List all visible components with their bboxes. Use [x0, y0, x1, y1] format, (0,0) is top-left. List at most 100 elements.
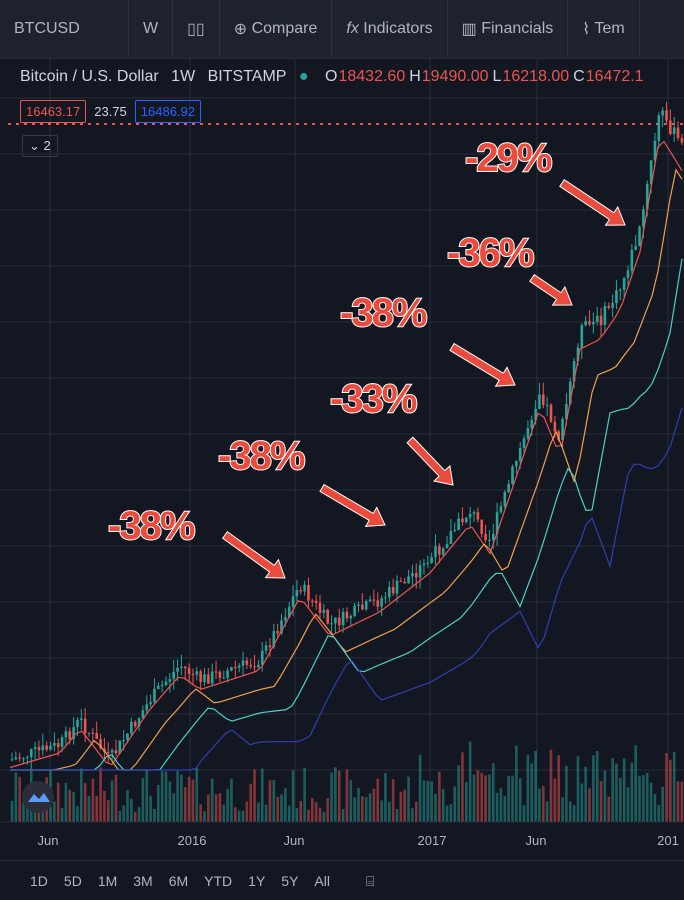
candle-body: [491, 533, 495, 540]
volume-bar: [391, 779, 395, 822]
candle-body: [168, 679, 172, 682]
x-tick-label: 2017: [418, 833, 447, 848]
volume-bar: [280, 794, 283, 822]
candle-body: [649, 160, 653, 184]
candle-body: [218, 671, 222, 678]
candle-body: [10, 759, 14, 761]
candle-body: [106, 751, 110, 753]
candle-body: [468, 513, 472, 518]
label: Compare: [251, 20, 318, 37]
financials-button[interactable]: ▥ Financials: [448, 0, 569, 58]
volume-bar: [199, 804, 202, 822]
timeframe-button[interactable]: 3M: [133, 873, 153, 889]
volume-bar: [291, 770, 295, 822]
candle-body: [357, 604, 360, 606]
timeframe-button[interactable]: All: [314, 873, 330, 889]
volume-bar: [572, 805, 576, 822]
symbol-button[interactable]: BTCUSD: [0, 0, 129, 58]
volume-bar: [595, 751, 599, 822]
candle-body: [368, 599, 372, 602]
volume-bar: [110, 780, 114, 822]
candle-body: [592, 322, 595, 325]
ohlc-value: 16218.00: [502, 68, 570, 85]
candle-body: [295, 590, 299, 597]
volume-bar: [222, 804, 226, 822]
candle-body: [314, 600, 318, 603]
volume-bar: [230, 778, 233, 822]
candle-body: [341, 611, 345, 626]
candle-body: [503, 491, 507, 507]
volume-bar: [318, 807, 322, 822]
volume-bar: [68, 789, 72, 822]
candle-body: [226, 670, 229, 678]
bid-price: 16463.17: [20, 100, 87, 123]
indicator-toggle[interactable]: ⌄ 2: [22, 135, 58, 157]
volume-bar: [584, 766, 587, 822]
candle-body: [253, 666, 256, 668]
arrow: [221, 531, 286, 579]
timeframe-button[interactable]: 1Y: [248, 873, 266, 889]
candle-body: [234, 667, 237, 669]
interval-button[interactable]: W: [129, 0, 174, 58]
volume-bar: [561, 797, 564, 822]
volume-bar: [353, 797, 356, 822]
volume-bar: [434, 793, 437, 822]
volume-bar: [453, 786, 457, 822]
volume-bar: [311, 798, 314, 822]
volume-bar: [388, 801, 391, 822]
volume-bar: [260, 768, 264, 822]
volume-bar: [380, 800, 383, 822]
volume-bar: [438, 771, 441, 822]
volume-bar: [515, 745, 518, 822]
timeframe-button[interactable]: YTD: [204, 873, 233, 889]
candle-body: [542, 394, 545, 405]
volume-bar: [426, 780, 430, 822]
timeframe-button[interactable]: 5Y: [281, 873, 299, 889]
volume-bar: [580, 783, 584, 822]
volume-bar: [176, 770, 179, 822]
volume-bar: [303, 768, 306, 822]
timeframe-button[interactable]: 1M: [97, 873, 118, 889]
candle-body: [480, 519, 483, 534]
volume-bar: [445, 805, 449, 822]
indicators-button[interactable]: fx Indicators: [332, 0, 448, 58]
ohlc-value: 19490.00: [421, 68, 489, 85]
candle-body: [418, 565, 422, 578]
icon: fx: [346, 20, 364, 37]
volume-bar: [538, 788, 541, 822]
volume-bar: [507, 775, 510, 822]
candle-body: [634, 246, 637, 250]
volume-bar: [503, 796, 507, 822]
volume-bar: [345, 769, 349, 822]
candle-body: [222, 677, 226, 679]
volume-bar: [249, 783, 252, 822]
candle-body: [68, 731, 72, 740]
timeframe-button[interactable]: 6M: [168, 873, 189, 889]
volume-bar: [653, 794, 657, 822]
timeframe-button[interactable]: 5D: [63, 873, 82, 889]
volume-bar: [557, 755, 560, 822]
candle-body: [411, 573, 414, 577]
volume-bar: [649, 782, 653, 822]
ohlc-label: H: [409, 68, 421, 85]
candle-body: [199, 671, 202, 683]
logo[interactable]: [22, 781, 54, 813]
volume-bar: [234, 807, 237, 822]
candle-body: [607, 305, 611, 308]
label: Tem: [594, 20, 625, 37]
volume-bar: [522, 805, 526, 822]
candle-body: [645, 183, 649, 210]
chart-type-button[interactable]: ▯▯: [173, 0, 220, 58]
candle-body: [430, 557, 433, 563]
volume-bar: [64, 782, 68, 822]
ohlc-label: O: [325, 68, 338, 85]
volume-bar: [461, 752, 464, 822]
templates-button[interactable]: ⌇ Tem: [568, 0, 640, 58]
candle-body: [403, 581, 406, 584]
ohlc-label: L: [492, 68, 502, 85]
volume-bar: [357, 788, 360, 822]
volume-bar: [480, 772, 483, 822]
timeframe-button[interactable]: 1D: [30, 873, 48, 889]
date-range-button[interactable]: ⌸: [365, 872, 375, 889]
compare-button[interactable]: ⊕ Compare: [220, 0, 333, 58]
